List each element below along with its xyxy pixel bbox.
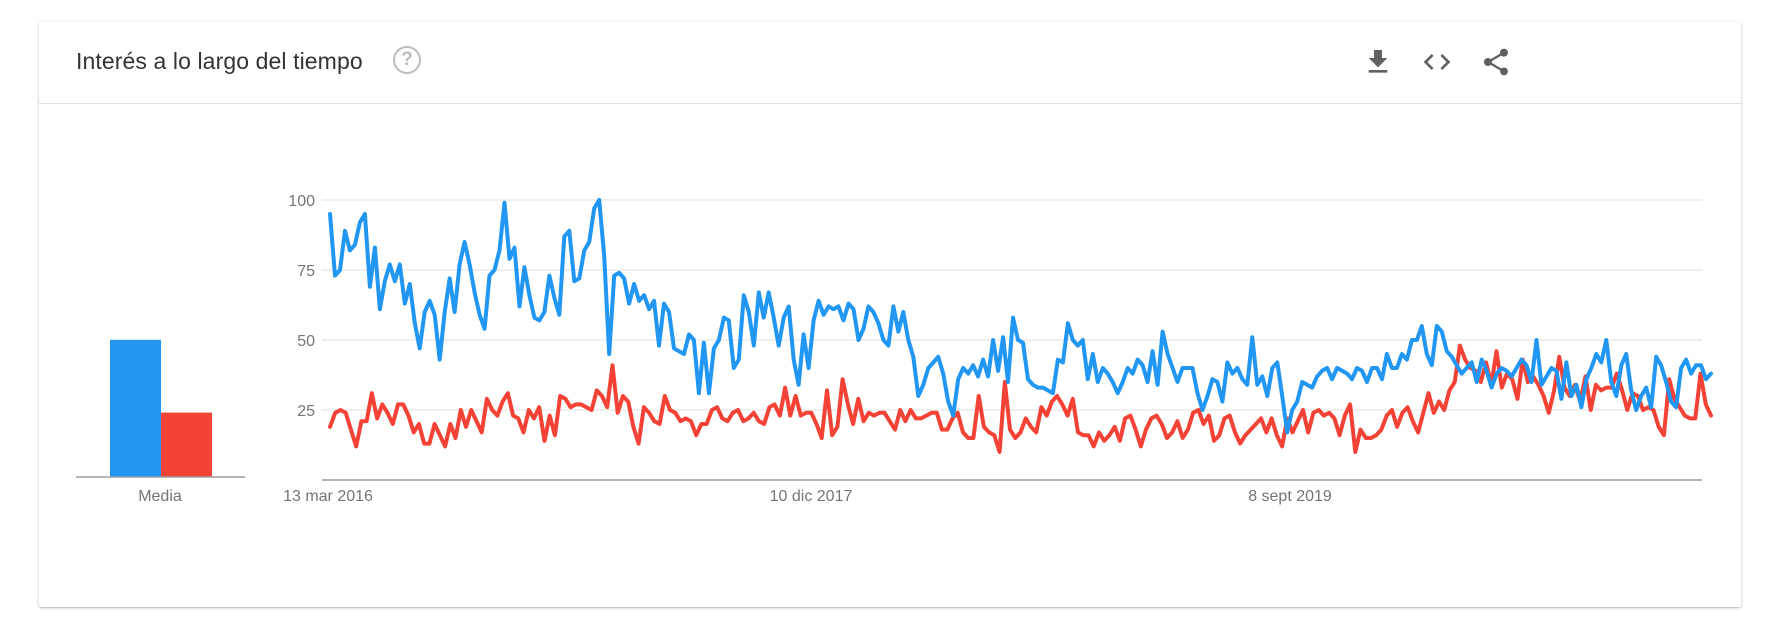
help-icon[interactable]: ? — [393, 46, 421, 74]
y-tick-label: 75 — [297, 263, 315, 280]
average-bar-series-1 — [110, 339, 161, 477]
average-bar-series-2 — [161, 412, 212, 477]
x-tick-label: 13 mar 2016 — [283, 488, 373, 505]
y-tick-label: 25 — [297, 403, 315, 420]
y-tick-label: 100 — [288, 193, 315, 210]
plot-area: 100 75 50 25 13 mar 2016 10 dic 2017 8 s… — [283, 193, 1713, 505]
interest-over-time-card: Interés a lo largo del tiempo ? — [39, 22, 1741, 607]
average-label: Media — [138, 488, 182, 505]
card-header: Interés a lo largo del tiempo ? — [39, 22, 1741, 104]
y-tick-label: 50 — [297, 333, 315, 350]
share-icon[interactable] — [1480, 46, 1512, 78]
embed-code-icon[interactable] — [1421, 46, 1453, 78]
average-chart: Media — [76, 339, 245, 505]
series-line-1 — [328, 343, 1713, 454]
x-tick-label: 10 dic 2017 — [770, 488, 853, 505]
x-tick-label: 8 sept 2019 — [1248, 488, 1332, 505]
card-title: Interés a lo largo del tiempo — [76, 48, 363, 74]
series-line-0 — [328, 198, 1713, 435]
download-icon[interactable] — [1362, 46, 1394, 78]
